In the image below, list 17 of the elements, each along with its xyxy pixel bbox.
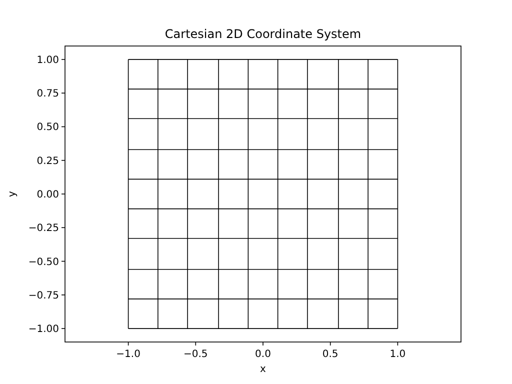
chart-title: Cartesian 2D Coordinate System — [164, 27, 362, 41]
y-tick-label: 0.25 — [36, 156, 59, 167]
y-tick-label: −1.00 — [28, 324, 59, 336]
x-axis-title: x — [260, 364, 266, 375]
x-tick-label: 0.0 — [255, 349, 271, 360]
x-tick-label: −0.5 — [184, 349, 208, 360]
y-tick-label: −0.75 — [28, 290, 59, 302]
y-tick-label: 0.00 — [36, 190, 59, 200]
y-axis-title: y — [7, 190, 18, 197]
y-tick-label: 0.75 — [36, 88, 59, 100]
y-tick-label: −0.50 — [28, 256, 59, 268]
x-tick-label: 1.0 — [390, 349, 406, 360]
y-tick-label: −0.25 — [28, 223, 59, 234]
x-tick-label: −1.0 — [116, 349, 140, 360]
y-tick-label: 1.00 — [36, 54, 59, 66]
y-tick-label: 0.50 — [36, 122, 59, 134]
x-tick-label: 0.5 — [322, 349, 338, 360]
